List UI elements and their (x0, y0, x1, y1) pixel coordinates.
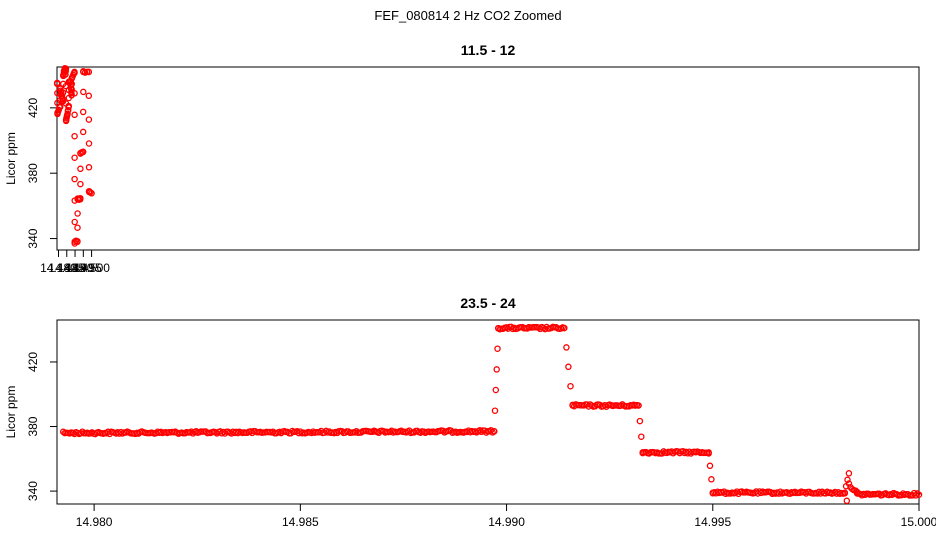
y-tick-label: 340 (26, 481, 40, 501)
data-point (71, 68, 78, 76)
data-point (54, 80, 61, 87)
data-point (85, 68, 93, 76)
data-point (64, 106, 72, 114)
data-point (563, 344, 570, 351)
data-point (845, 470, 853, 477)
data-point (71, 238, 78, 245)
data-point (88, 190, 95, 197)
data-point (71, 175, 78, 183)
data-point (561, 324, 568, 332)
data-point (915, 491, 923, 498)
x-tick-label: 14.995 (694, 515, 731, 529)
data-point (74, 224, 81, 231)
figure-title: FEF_080814 2 Hz CO2 Zoomed (374, 8, 562, 23)
chart-panel-2: 23.5 - 24 Licor ppm 14.980 14.985 14.990 14.9… (4, 295, 936, 529)
data-point (77, 165, 84, 173)
y-tick-label: 380 (26, 163, 40, 183)
data-point (708, 476, 715, 483)
data-points (59, 323, 923, 505)
x-tick-label: 14.990 (488, 515, 525, 529)
data-point (87, 189, 94, 196)
x-tick-label: 14.485 (48, 261, 85, 275)
data-points (53, 65, 95, 247)
y-axis-label: Licor ppm (4, 386, 18, 439)
plot-frame (56, 319, 920, 505)
data-point (77, 196, 84, 203)
data-point (85, 92, 93, 100)
data-point (56, 102, 64, 110)
y-tick-label: 340 (26, 228, 40, 248)
data-point (85, 140, 93, 147)
data-point (74, 210, 81, 217)
x-tick-label: 14.985 (282, 515, 319, 529)
data-point (71, 154, 78, 161)
x-tick-label: 14.480 (40, 261, 77, 275)
data-point (71, 111, 78, 119)
data-point (638, 433, 645, 440)
data-point (841, 489, 849, 496)
y-tick-label: 420 (26, 98, 40, 118)
data-point (74, 238, 81, 246)
x-tick-label: 14.500 (73, 261, 110, 275)
data-point (635, 402, 642, 409)
data-point (914, 490, 921, 497)
data-point (493, 366, 500, 373)
data-point (71, 218, 78, 226)
data-point (79, 148, 87, 156)
x-tick-label: 14.490 (57, 261, 94, 275)
y-tick-label: 380 (26, 416, 40, 436)
data-point (71, 90, 78, 97)
data-point (844, 476, 851, 484)
data-point (845, 480, 853, 487)
data-point (491, 407, 499, 414)
data-point (71, 132, 78, 140)
plot-frame (56, 66, 920, 251)
data-point (567, 382, 574, 390)
data-point (565, 363, 572, 371)
data-point (492, 386, 500, 394)
panel-title: 11.5 - 12 (461, 42, 516, 58)
x-tick-label: 14.980 (76, 515, 113, 529)
data-point (64, 110, 71, 118)
data-point (79, 128, 87, 136)
data-point (494, 345, 501, 352)
data-point (705, 449, 712, 456)
data-point (77, 180, 84, 188)
data-point (706, 462, 714, 470)
data-point (62, 65, 70, 72)
data-point (843, 497, 851, 505)
data-point (59, 89, 67, 96)
data-point (636, 417, 644, 425)
data-point (490, 428, 498, 435)
x-tick-label: 15.000 (901, 515, 936, 529)
data-point (80, 88, 87, 96)
data-point (85, 164, 93, 171)
data-point (65, 102, 72, 110)
data-point (85, 116, 93, 123)
chart-panel-1: 11.5 - 12 Licor ppm 14.48014.48514.49014.4… (4, 42, 920, 275)
x-tick-label: 14.495 (65, 261, 102, 275)
panel-title: 23.5 - 24 (460, 295, 515, 311)
y-tick-label: 420 (26, 352, 40, 372)
y-axis-label: Licor ppm (4, 132, 18, 185)
data-point (79, 108, 87, 116)
